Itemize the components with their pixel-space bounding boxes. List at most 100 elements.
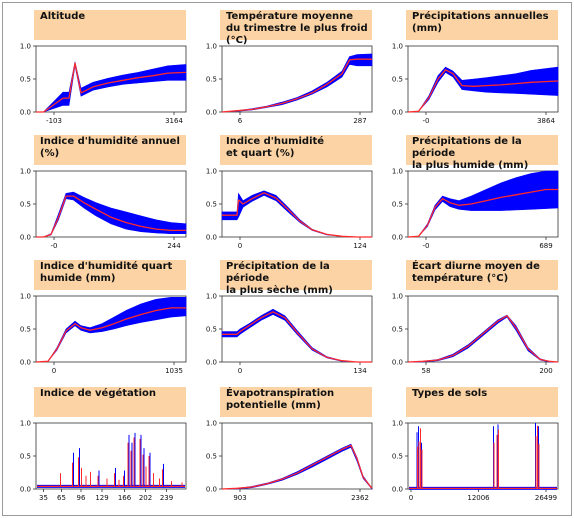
panel-header	[34, 387, 186, 417]
x-tick-label: 124	[353, 242, 367, 250]
panel-header	[406, 260, 558, 290]
confidence-band	[221, 443, 373, 490]
chart-panel: Indice d'humidité et quart (%) 0.0 0.5 1.0 0…	[192, 131, 378, 257]
chart-title: Évapotranspiration potentielle (mm)	[226, 388, 335, 411]
mean-response-line	[221, 444, 373, 490]
y-tick-label: 1.0	[20, 293, 31, 301]
x-tick-label: 0	[238, 367, 242, 375]
confidence-band	[36, 191, 187, 238]
y-tick-label: 0.5	[20, 326, 31, 334]
x-tick-label: 35	[39, 494, 48, 502]
mean-response-line	[222, 311, 372, 363]
y-tick-label: 1.0	[392, 293, 403, 301]
y-tick-label: 0.0	[206, 234, 217, 242]
chart-svg: 0.0 0.5 1.0 0 12006 26499	[392, 420, 559, 502]
panel-header	[406, 387, 558, 417]
chart-svg: 0.0 0.5 1.0 -103 3164	[20, 43, 187, 125]
plot-frame	[221, 422, 373, 490]
chart-title: Altitude	[40, 11, 86, 22]
y-tick-label: 0.0	[20, 359, 31, 367]
y-tick-label: 0.0	[392, 109, 403, 117]
chart-panel: Types de sols 0.0 0.5 1.0 0 12006 26499	[378, 383, 564, 509]
x-tick-label: 3864	[537, 117, 555, 125]
y-tick-label: 0.0	[20, 234, 31, 242]
chart-panel: Évapotranspiration potentielle (mm) 0.0 0.…	[192, 383, 378, 509]
chart-svg: 0.0 0.5 1.0 6 287	[206, 43, 373, 125]
x-tick-label: 287	[353, 117, 366, 125]
x-tick-label: 200	[539, 367, 552, 375]
panel-header	[34, 135, 186, 165]
panel-header	[34, 10, 186, 40]
chart-svg: 0.0 0.5 1.0 0 134	[206, 293, 373, 375]
x-tick-label: 244	[167, 242, 181, 250]
chart-title: Indice d'humidité annuel (%)	[40, 136, 180, 159]
plot-frame	[407, 295, 559, 363]
y-tick-label: 0.5	[206, 453, 217, 461]
y-tick-label: 1.0	[20, 168, 31, 176]
chart-svg: 0.0 0.5 1.0 -0 689	[392, 168, 559, 250]
x-tick-label: 134	[353, 367, 367, 375]
panel-header	[220, 387, 372, 417]
y-tick-label: 0.5	[206, 201, 217, 209]
chart-panel: Altitude 0.0 0.5 1.0 -103 3164	[6, 6, 192, 132]
chart-panel: Précipitations de la période la plus hum…	[378, 131, 564, 257]
chart-svg: 0.0 0.5 1.0 35 65 96 129 166 202 239	[20, 420, 187, 502]
mean-response-line	[36, 62, 187, 113]
y-tick-label: 1.0	[392, 420, 403, 428]
x-tick-label: 689	[539, 242, 552, 250]
chart-title: Types de sols	[412, 388, 488, 399]
x-tick-label: 903	[233, 494, 246, 502]
mean-response-line	[222, 192, 372, 238]
mean-response-line	[221, 58, 372, 113]
chart-panel: Indice de végétation 0.0 0.5 1.0 35 65 96 129 16…	[6, 383, 192, 509]
y-tick-label: 0.0	[392, 486, 403, 494]
x-tick-label: 12006	[467, 494, 490, 502]
y-tick-label: 0.5	[392, 453, 403, 461]
y-tick-label: 1.0	[392, 168, 403, 176]
chart-panel: Température moyenne du trimestre le plus…	[192, 6, 378, 132]
x-tick-label: 166	[118, 494, 132, 502]
y-tick-label: 1.0	[206, 168, 217, 176]
chart-title: Précipitations de la période la plus hum…	[412, 136, 529, 171]
y-tick-label: 1.0	[206, 420, 217, 428]
x-tick-label: -103	[46, 117, 62, 125]
x-tick-label: 58	[422, 367, 431, 375]
y-tick-label: 0.5	[206, 76, 217, 84]
confidence-band	[35, 297, 187, 363]
chart-panel: Écart diurne moyen de température (°C) 0.…	[378, 256, 564, 382]
panel-header	[220, 10, 372, 40]
y-tick-label: 1.0	[206, 43, 217, 51]
y-tick-label: 0.0	[206, 486, 217, 494]
x-tick-label: 3164	[165, 117, 183, 125]
y-tick-label: 0.0	[392, 234, 403, 242]
mean-response-line	[35, 307, 186, 363]
chart-svg: 0.0 0.5 1.0 -0 244	[20, 168, 187, 250]
chart-svg: 0.0 0.5 1.0 0 124	[206, 168, 373, 250]
panel-header	[220, 135, 372, 165]
y-tick-label: 1.0	[20, 43, 31, 51]
mean-response-line	[36, 195, 186, 238]
x-tick-label: 239	[160, 494, 173, 502]
y-tick-label: 0.5	[392, 326, 403, 334]
x-tick-label: 0	[409, 494, 413, 502]
x-tick-label: 65	[57, 494, 66, 502]
y-tick-label: 0.5	[20, 76, 31, 84]
x-tick-label: -0	[423, 117, 430, 125]
chart-title: Température moyenne du trimestre le plus…	[226, 11, 368, 46]
chart-svg: 0.0 0.5 1.0 -0 3864	[392, 43, 559, 125]
y-tick-label: 0.5	[392, 201, 403, 209]
chart-panel: Précipitation de la période la plus sèch…	[192, 256, 378, 382]
panel-header	[34, 260, 186, 290]
chart-title: Indice de végétation	[40, 388, 157, 399]
panel-header	[406, 135, 558, 165]
chart-title: Indice d'humidité et quart (%)	[226, 136, 325, 159]
y-tick-label: 0.5	[20, 201, 31, 209]
x-tick-label: -0	[51, 242, 58, 250]
chart-svg: 0.0 0.5 1.0 903 2362	[206, 420, 373, 502]
y-tick-label: 0.0	[206, 109, 217, 117]
chart-title: Indice d'humidité quart humide (mm)	[40, 261, 173, 284]
x-tick-label: 129	[95, 494, 108, 502]
x-tick-label: 0	[238, 242, 242, 250]
panel-header	[220, 260, 372, 290]
